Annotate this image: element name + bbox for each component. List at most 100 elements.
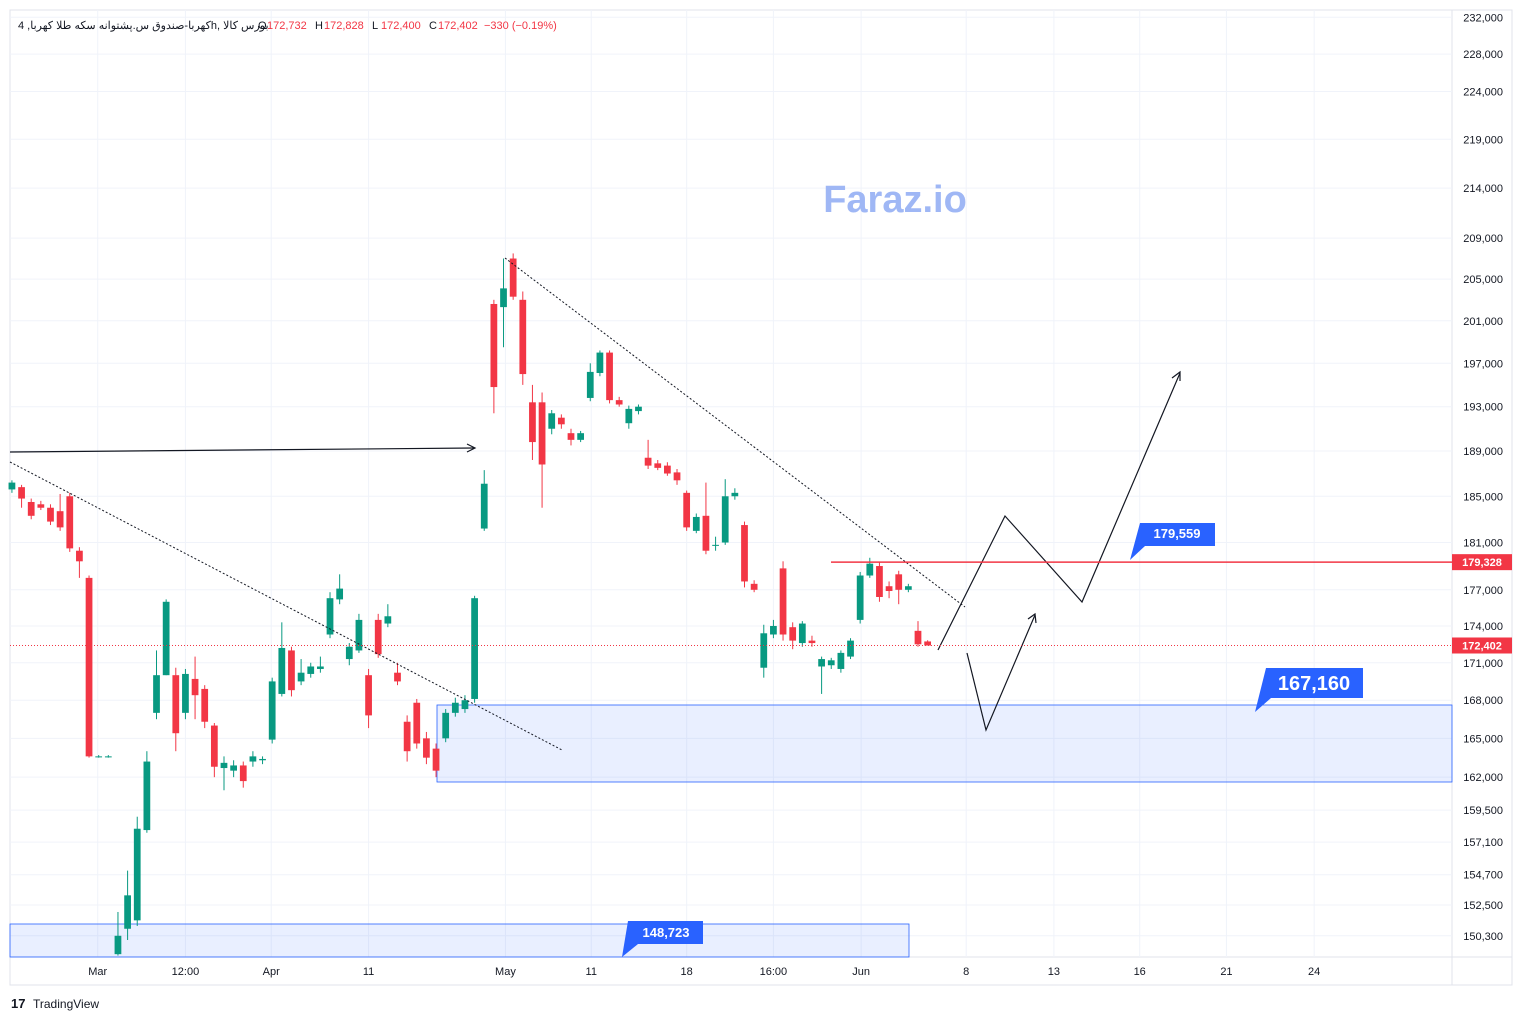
candle-body bbox=[278, 647, 286, 694]
candle-body bbox=[654, 463, 662, 468]
x-tick-label: Apr bbox=[263, 966, 280, 978]
projection-path bbox=[937, 372, 1181, 651]
y-tick-label: 177,000 bbox=[1463, 585, 1503, 597]
y-tick-label: 197,000 bbox=[1463, 358, 1503, 370]
y-tick-label: 232,000 bbox=[1463, 12, 1503, 24]
x-tick-label: 16 bbox=[1134, 966, 1146, 978]
candle-body bbox=[403, 721, 411, 752]
x-tick-label: Jun bbox=[852, 966, 870, 978]
candle-body bbox=[818, 659, 825, 667]
candle-body bbox=[770, 625, 777, 635]
candle-body bbox=[66, 496, 74, 549]
candle-body bbox=[625, 408, 633, 424]
y-tick-label: 150,300 bbox=[1463, 931, 1503, 943]
demand-zone-low bbox=[9, 923, 910, 958]
candle-body bbox=[586, 371, 594, 398]
candle-body bbox=[345, 646, 353, 660]
candle-body bbox=[114, 935, 122, 955]
candle-body bbox=[56, 511, 64, 528]
candle-body bbox=[779, 568, 787, 635]
y-tick-label: 154,700 bbox=[1463, 870, 1503, 882]
grid bbox=[10, 10, 1452, 957]
ohlc: O 172,732 H 172,828 L 172,400 C 172,402 −330 (−0… bbox=[258, 20, 557, 32]
candle-body bbox=[798, 623, 806, 644]
arrow-head bbox=[1027, 612, 1037, 624]
candle-body bbox=[471, 598, 478, 699]
y-tick-label: 181,000 bbox=[1463, 538, 1503, 550]
candle-body bbox=[856, 575, 864, 620]
y-tick-label: 152,500 bbox=[1463, 900, 1503, 912]
candle-body bbox=[143, 761, 151, 831]
candle-body bbox=[162, 601, 170, 676]
drawings bbox=[9, 257, 1181, 751]
ohlc-value: 172,828 bbox=[324, 20, 364, 32]
ohlc-value: 172,732 bbox=[267, 20, 307, 32]
candle-body bbox=[837, 652, 845, 669]
x-tick-label: 8 bbox=[963, 966, 969, 978]
candle-body bbox=[239, 765, 247, 782]
callout: 179,559 bbox=[1130, 523, 1215, 560]
brand-name: TradingView bbox=[33, 997, 99, 1011]
x-tick-label: 13 bbox=[1048, 966, 1060, 978]
candle-body bbox=[8, 482, 16, 490]
candle-body bbox=[85, 577, 93, 757]
candle-body bbox=[230, 765, 237, 771]
candle-body bbox=[664, 465, 671, 474]
candle-body bbox=[210, 725, 218, 767]
callout-box bbox=[1130, 523, 1215, 560]
ohlc-key: C bbox=[429, 20, 437, 32]
watermark: Faraz.io bbox=[823, 179, 967, 221]
candle-body bbox=[847, 640, 854, 657]
candle-body bbox=[201, 688, 209, 722]
candle-body bbox=[288, 650, 295, 691]
y-tick-label: 159,500 bbox=[1463, 805, 1503, 817]
candle-body bbox=[635, 406, 642, 412]
candle-body bbox=[924, 641, 932, 646]
x-tick-label: 24 bbox=[1308, 966, 1320, 978]
demand-zone bbox=[436, 704, 1453, 783]
x-tick-label: 16:00 bbox=[760, 966, 788, 978]
x-tick-label: 18 bbox=[681, 966, 693, 978]
y-tick-label: 201,000 bbox=[1463, 316, 1503, 328]
candle-body bbox=[538, 402, 546, 465]
candle-body bbox=[268, 681, 276, 740]
candle-body bbox=[37, 504, 45, 508]
candle-body bbox=[827, 660, 835, 666]
candle-body bbox=[509, 258, 517, 297]
arrow-head bbox=[466, 443, 477, 453]
candle-body bbox=[47, 507, 54, 522]
candle-body bbox=[673, 472, 681, 481]
candle-body bbox=[461, 700, 469, 710]
ohlc-key: H bbox=[315, 20, 323, 32]
candle-body bbox=[336, 588, 344, 600]
candle-body bbox=[567, 433, 575, 440]
candle-body bbox=[741, 525, 748, 582]
y-tick-label: 171,000 bbox=[1463, 658, 1503, 670]
candle-body bbox=[866, 563, 874, 576]
x-tick-label: 11 bbox=[363, 966, 374, 978]
candle-body bbox=[451, 702, 459, 713]
candle-body bbox=[529, 402, 536, 443]
candle-body bbox=[606, 352, 613, 401]
y-tick-label: 205,000 bbox=[1463, 274, 1503, 286]
arrow-head bbox=[1171, 370, 1181, 381]
ohlc-key: O bbox=[258, 20, 267, 32]
callout-box bbox=[1255, 668, 1363, 712]
candle-body bbox=[644, 457, 652, 466]
change: −330 (−0.19%) bbox=[484, 20, 557, 32]
price-tag-label: 179,328 bbox=[1462, 557, 1502, 569]
candle-body bbox=[548, 413, 556, 429]
ohlc-key: L bbox=[372, 20, 378, 32]
candle-body bbox=[914, 630, 922, 645]
ohlc-value: 172,400 bbox=[381, 20, 421, 32]
y-tick-label: 168,000 bbox=[1463, 695, 1503, 707]
callout-label: 167,160 bbox=[1278, 673, 1350, 695]
y-tick-label: 193,000 bbox=[1463, 402, 1503, 414]
y-tick-label: 162,000 bbox=[1463, 772, 1503, 784]
candle-body bbox=[904, 586, 912, 590]
candle-body bbox=[394, 672, 401, 682]
candle-body bbox=[721, 496, 729, 543]
callout: 167,160 bbox=[1255, 668, 1363, 712]
candle-body bbox=[182, 673, 189, 713]
